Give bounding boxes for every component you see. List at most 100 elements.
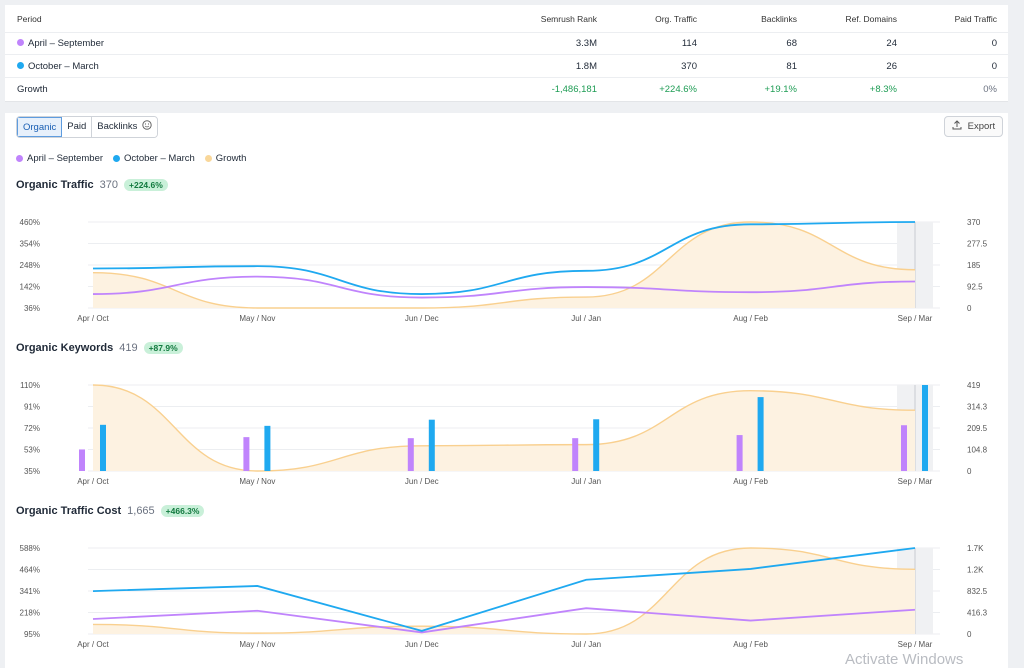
right-tick-label: 416.3 [967, 609, 988, 618]
left-tick-label: 95% [24, 630, 40, 639]
x-tick-label: Jul / Jan [571, 477, 601, 486]
table-row: April – September 3.3M 114 68 24 0 [5, 32, 1008, 55]
left-tick-label: 35% [24, 467, 40, 476]
x-tick-label: Jun / Dec [405, 477, 439, 486]
bar-april-september [572, 438, 579, 471]
ref-domains-value: 24 [886, 38, 897, 49]
rank-value: 3.3M [575, 38, 597, 49]
bar-october-march [757, 397, 764, 471]
tab-backlinks-label: Backlinks [97, 121, 138, 132]
export-label: Export [967, 121, 996, 132]
left-tick-label: 53% [24, 446, 40, 455]
right-tick-label: 314.3 [967, 403, 988, 412]
section-value: 370 [99, 179, 118, 191]
line-october-march [92, 221, 916, 295]
tab-backlinks[interactable]: Backlinks [92, 117, 158, 137]
x-tick-label: Apr / Oct [77, 640, 109, 649]
x-tick-label: Apr / Oct [77, 314, 109, 323]
section-value: 419 [119, 342, 138, 354]
growth-ref-domains: +8.3% [869, 84, 897, 95]
left-tick-label: 91% [24, 403, 40, 412]
col-period: Period [17, 14, 42, 24]
x-tick-label: Sep / Mar [898, 477, 933, 486]
col-paid-traffic: Paid Traffic [954, 14, 997, 24]
table-header: Period Semrush Rank Org. Traffic Backlin… [5, 10, 1008, 33]
section-title: Organic Traffic [16, 179, 94, 191]
x-tick-label: Aug / Feb [733, 640, 768, 649]
right-tick-label: 1.7K [967, 544, 984, 553]
bar-october-march [593, 419, 600, 471]
bar-april-september [79, 449, 85, 471]
traffic-value: 114 [681, 38, 697, 49]
organic-traffic-chart: 460% 370 354% 277.5 248% 185 142% 92.5 36% 0 Apr /… [20, 218, 988, 323]
col-backlinks: Backlinks [761, 14, 797, 24]
growth-line [92, 547, 916, 635]
growth-area [93, 222, 915, 308]
legend-label: Growth [215, 153, 247, 164]
legend-label: April – September [27, 153, 104, 164]
left-tick-label: 142% [20, 283, 40, 292]
right-tick-label: 104.8 [967, 446, 988, 455]
growth-area [93, 385, 915, 471]
left-tick-label: 248% [20, 261, 40, 270]
growth-paid: 0% [983, 84, 997, 95]
legend-dot [113, 155, 121, 162]
growth-rank: -1,486,181 [551, 84, 597, 95]
right-tick-label: 1.2K [967, 566, 984, 575]
left-tick-label: 460% [20, 218, 40, 227]
right-tick-label: 832.5 [967, 587, 988, 596]
bar-april-september [407, 438, 414, 471]
activate-windows-watermark: Activate Windows [845, 651, 964, 668]
x-tick-label: May / Nov [239, 640, 275, 649]
section-title: Organic Traffic Cost [16, 505, 122, 517]
growth-label: Growth [17, 84, 48, 95]
left-tick-label: 464% [20, 566, 40, 575]
col-ref-domains: Ref. Domains [845, 14, 898, 24]
legend-dot [204, 155, 212, 162]
organic-traffic-title: Organic Traffic 370 +224.6% [16, 179, 168, 191]
section-value: 1,665 [127, 505, 155, 517]
bar-april-september [901, 425, 907, 471]
tab-organic[interactable]: Organic [17, 117, 63, 137]
period-dot [17, 39, 24, 46]
line-october-march [92, 547, 916, 632]
right-tick-label: 419 [967, 381, 981, 390]
legend-item[interactable]: Growth [204, 153, 247, 164]
ref-domains-value: 26 [886, 61, 897, 72]
x-tick-label: Apr / Oct [77, 477, 109, 486]
line-april-september [92, 275, 916, 299]
bar-april-september [243, 437, 250, 471]
col-org-traffic: Org. Traffic [655, 14, 697, 24]
growth-backlinks: +19.1% [764, 84, 798, 95]
organic-keywords-title: Organic Keywords 419 +87.9% [16, 342, 183, 354]
period-label: October – March [28, 61, 99, 72]
growth-badge: +87.9% [143, 342, 183, 354]
left-tick-label: 72% [24, 424, 40, 433]
section-title: Organic Keywords [16, 342, 114, 354]
left-tick-label: 36% [24, 304, 40, 313]
backlinks-value: 68 [786, 38, 797, 49]
bar-october-march [264, 425, 271, 471]
charts-panel: Organic Paid Backlinks Export April – Se… [5, 113, 1008, 668]
organic-traffic-cost-chart: 588% 1.7K 464% 1.2K 341% 832.5 218% 416.3 95% 0 Ap… [20, 544, 988, 649]
x-tick-label: Jun / Dec [405, 314, 439, 323]
x-tick-label: Jun / Dec [405, 640, 439, 649]
x-tick-label: May / Nov [239, 314, 275, 323]
export-button[interactable]: Export [944, 116, 1004, 137]
legend-item[interactable]: October – March [113, 153, 195, 164]
growth-traffic: +224.6% [659, 84, 697, 95]
bar-april-september [736, 435, 743, 471]
left-tick-label: 588% [20, 544, 40, 553]
right-tick-label: 185 [967, 261, 981, 270]
tab-paid[interactable]: Paid [62, 117, 93, 137]
period-label: April – September [28, 38, 105, 49]
growth-badge: +224.6% [124, 179, 168, 191]
x-tick-label: Aug / Feb [733, 314, 768, 323]
left-tick-label: 354% [20, 240, 40, 249]
tab-bar: Organic Paid Backlinks [16, 116, 159, 138]
right-tick-label: 0 [967, 467, 972, 476]
paid-traffic-value: 0 [991, 38, 997, 49]
growth-line [92, 384, 916, 472]
growth-badge: +466.3% [160, 505, 205, 517]
legend-item[interactable]: April – September [16, 153, 103, 164]
